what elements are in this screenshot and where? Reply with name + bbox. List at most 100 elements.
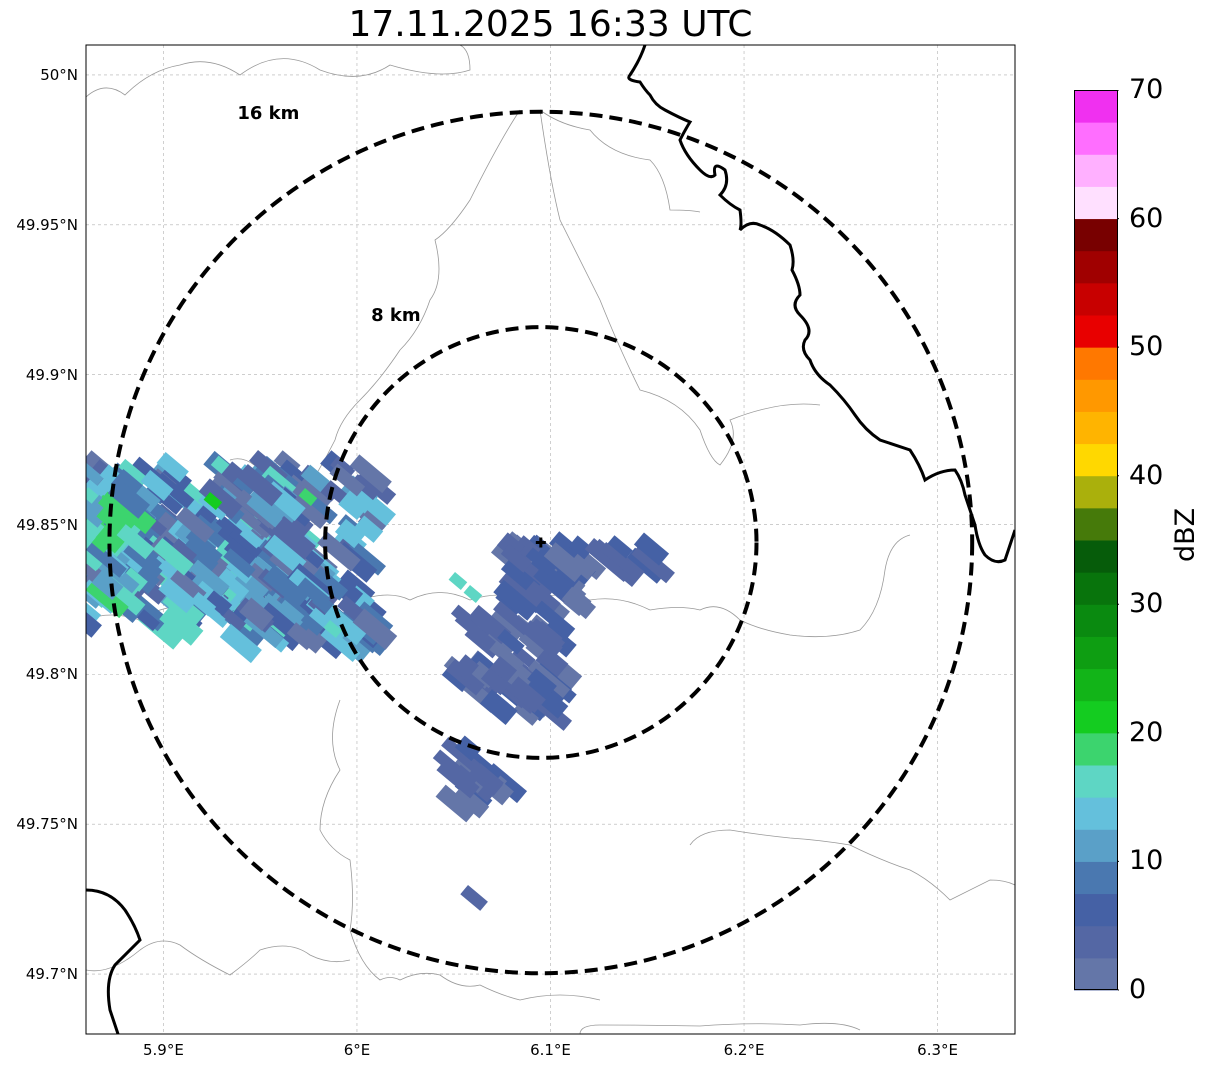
echo-cell: [460, 885, 488, 911]
map-title: 17.11.2025 16:33 UTC: [348, 4, 753, 45]
colorbar: [1074, 90, 1119, 991]
colorbar-segment: [1074, 957, 1118, 991]
echo-cell: [123, 543, 163, 579]
colorbar-label: dBZ: [1170, 507, 1201, 562]
colorbar-segment: [1074, 218, 1118, 252]
colorbar-segment: [1074, 540, 1118, 573]
echo-cell: [259, 602, 296, 637]
echo-cell: [322, 604, 367, 646]
echo-cell: [246, 494, 283, 528]
radar-echoes: [86, 450, 675, 911]
echo-cell: [116, 524, 155, 560]
echo-cell: [264, 534, 307, 574]
echo-cell: [156, 451, 189, 483]
echo-cell: [95, 523, 127, 554]
echo-cell: [493, 579, 538, 621]
national-borders: [86, 45, 1015, 1034]
echo-cell: [518, 630, 544, 655]
colorbar-segment: [1074, 797, 1118, 830]
echo-cell: [309, 497, 338, 525]
echo-cell: [354, 515, 384, 543]
colorbar-segment: [1074, 925, 1118, 959]
echo-cell: [96, 507, 128, 537]
echo-cell: [136, 609, 160, 632]
y-tick-label: 50°N: [40, 65, 78, 84]
range-ring: [107, 109, 975, 976]
echo-cell: [317, 531, 361, 572]
echo-cell: [300, 464, 330, 493]
echo-cell: [86, 463, 104, 486]
echo-cell: [543, 542, 587, 583]
colorbar-segment: [1074, 668, 1118, 702]
echo-cell: [452, 784, 490, 819]
echo-cell: [568, 535, 594, 560]
echo-cell: [223, 548, 256, 578]
echo-cell: [311, 567, 349, 601]
range-rings: [107, 109, 975, 976]
echo-cell: [118, 458, 149, 487]
echo-cell: [535, 646, 569, 679]
colorbar-tick-label: 70: [1129, 74, 1164, 105]
echo-cell: [86, 497, 107, 528]
echo-cell: [198, 478, 243, 520]
echo-cell: [549, 531, 582, 562]
echo-cell: [473, 763, 504, 792]
echo-cell: [158, 576, 198, 614]
echo-cell: [275, 599, 305, 627]
echo-cell: [320, 626, 361, 663]
y-tick-label: 49.9°N: [25, 365, 78, 384]
echo-cell: [463, 585, 483, 603]
y-tick-label: 49.8°N: [25, 665, 78, 684]
echo-cell: [296, 577, 331, 609]
colorbar-tick-label: 50: [1129, 331, 1164, 363]
echo-cell: [346, 539, 386, 576]
colorbar-segment: [1074, 765, 1118, 798]
x-tick-label: 6.1°E: [530, 1041, 571, 1059]
echo-cell: [203, 491, 223, 510]
y-tick-label: 49.85°N: [16, 515, 78, 534]
x-tick-label: 6.2°E: [723, 1041, 765, 1059]
colorbar-segment: [1074, 186, 1118, 220]
colorbar-segment: [1074, 507, 1118, 541]
x-tick-label: 6.3°E: [917, 1041, 958, 1059]
echo-cell: [436, 758, 480, 799]
echo-cell: [239, 597, 275, 632]
colorbar-segment: [1074, 893, 1118, 927]
echo-cell: [175, 506, 215, 543]
echo-cell: [525, 547, 557, 576]
echo-cell: [298, 488, 318, 506]
echo-cell: [553, 564, 580, 590]
echo-cell: [270, 517, 316, 560]
echo-cell: [500, 543, 532, 573]
colorbar-tick-label: 60: [1129, 202, 1164, 234]
range-ring-label: 16 km: [237, 102, 300, 124]
colorbar-segment: [1074, 250, 1118, 284]
echo-cell: [441, 736, 482, 774]
echo-cell: [480, 668, 510, 696]
plot-frame: [85, 44, 1016, 1035]
echo-cell: [497, 628, 525, 655]
colorbar-segment: [1074, 572, 1118, 605]
echo-cell: [352, 608, 398, 650]
echo-cell: [140, 469, 174, 501]
colorbar-segment: [1074, 411, 1118, 445]
colorbar-segment: [1074, 861, 1118, 895]
echo-cell: [301, 609, 329, 636]
colorbar-segment: [1074, 379, 1118, 412]
echo-cell: [454, 612, 496, 650]
echo-cell: [86, 597, 102, 625]
y-tick-label: 49.7°N: [25, 965, 78, 984]
colorbar-segment: [1074, 604, 1118, 637]
radar-site: [535, 537, 546, 548]
colorbar-tick-label: 40: [1129, 459, 1164, 491]
echo-cell: [122, 567, 148, 592]
colorbar-segment: [1074, 443, 1118, 477]
x-tick-label: 5.9°E: [142, 1041, 184, 1059]
admin-boundaries: [86, 45, 1015, 1034]
echo-cell: [527, 668, 557, 697]
echo-cell: [334, 518, 366, 549]
echo-cell: [279, 459, 308, 486]
echo-cell: [599, 541, 637, 576]
echo-cell: [159, 604, 204, 646]
